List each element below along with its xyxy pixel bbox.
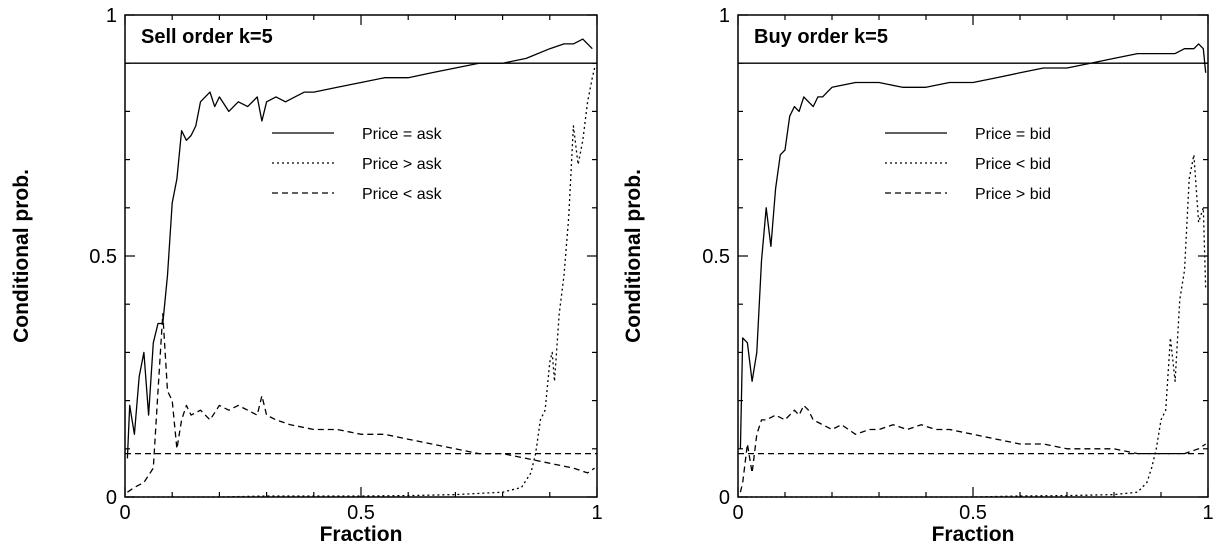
plot-frame (737, 14, 1209, 498)
y-tick-label: 0.5 (89, 246, 117, 268)
x-tick-label: 0.5 (959, 502, 987, 524)
panel-title: Buy order k=5 (754, 26, 888, 48)
y-axis-title: Conditional prob. (10, 169, 33, 343)
y-tick-label: 0.5 (702, 246, 730, 268)
legend-label: Price > bid (975, 186, 1051, 203)
series-line (127, 313, 595, 493)
legend-label: Price < ask (362, 186, 443, 203)
x-tick-label: 1 (1202, 502, 1213, 524)
series-line (127, 67, 596, 498)
series-line (740, 154, 1207, 498)
legend-label: Price = ask (362, 126, 443, 143)
y-axis-title: Conditional prob. (622, 169, 645, 343)
y-tick-label: 1 (719, 5, 730, 27)
panel-title: Sell order k=5 (141, 26, 273, 48)
x-tick-label: 0 (119, 502, 130, 524)
series-line (739, 404, 1207, 493)
y-tick-label: 0 (719, 487, 730, 509)
x-tick-label: 0 (732, 502, 743, 524)
buy-order-panel: 0 0.5 1 0 0.5 1 Fraction Conditional prob. Buy o… (622, 5, 1214, 546)
plot-frame (124, 14, 598, 498)
y-tick-label: 0 (106, 487, 117, 509)
series-line (739, 43, 1207, 449)
x-tick-label: 0.5 (347, 502, 375, 524)
sell-order-panel: 0 0.5 1 0 0.5 1 Fraction Conditional prob. Sell … (10, 5, 603, 546)
legend-label: Price > ask (362, 156, 443, 173)
x-tick-label: 1 (591, 502, 602, 524)
x-axis-title: Fraction (932, 523, 1015, 546)
series-line (126, 38, 593, 459)
y-tick-label: 1 (106, 5, 117, 27)
x-axis-title: Fraction (320, 523, 403, 546)
legend-label: Price < bid (975, 156, 1051, 173)
legend-label: Price = bid (975, 126, 1051, 143)
